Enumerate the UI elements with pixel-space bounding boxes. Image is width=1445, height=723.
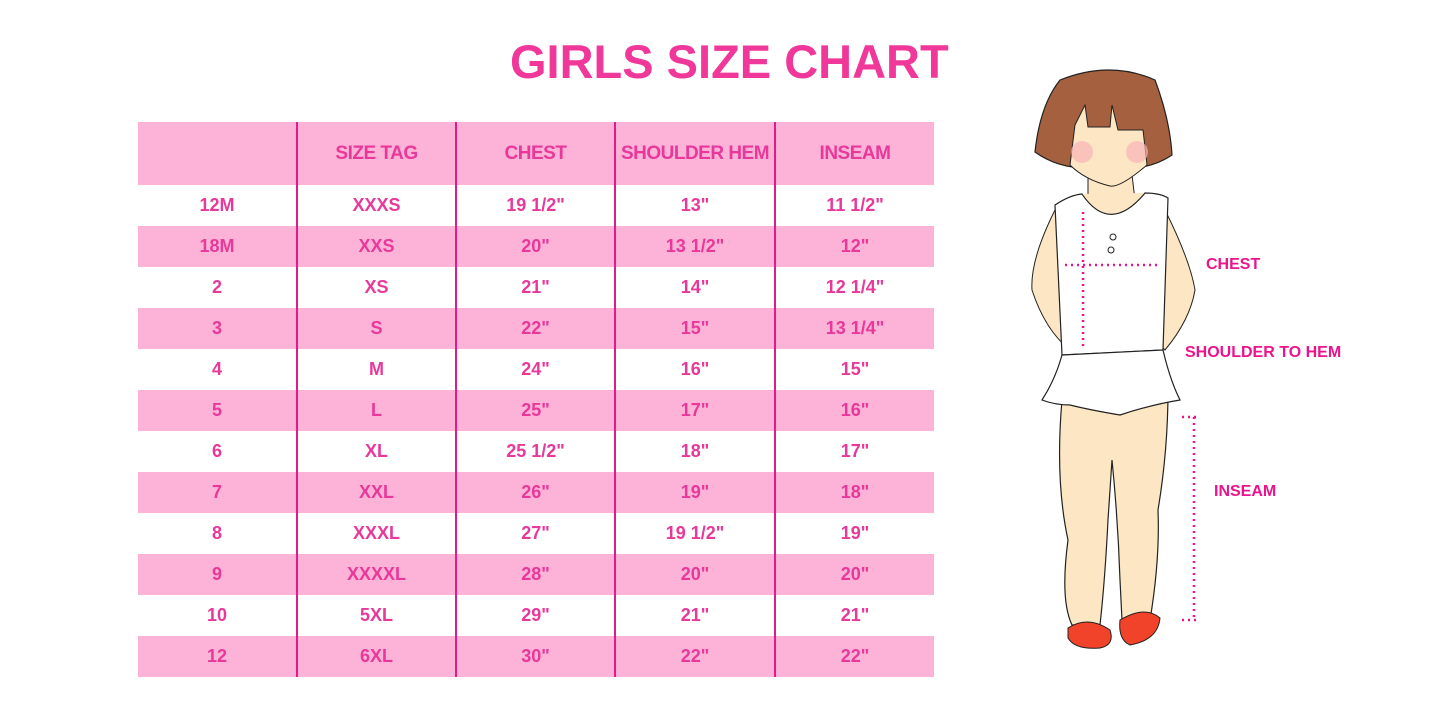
- table-cell: 22": [614, 636, 775, 677]
- table-row: 3 S 22" 15" 13 1/4": [138, 308, 934, 349]
- table-cell: 12 1/4": [774, 267, 934, 308]
- table-cell: 21": [774, 595, 934, 636]
- table-cell: 17": [614, 390, 775, 431]
- column-header: SIZE TAG: [296, 122, 456, 185]
- table-cell: 11 1/2": [774, 185, 934, 226]
- table-cell: 2: [211, 277, 222, 297]
- shoulder-to-hem-label: SHOULDER TO HEM: [1185, 344, 1342, 361]
- face: [1069, 103, 1148, 187]
- column-header: INSEAM: [774, 122, 934, 185]
- table-cell: 16": [774, 390, 934, 431]
- table-row: 6 XL 25 1/2" 18" 17": [138, 431, 934, 472]
- girl-measurement-illustration: [1031, 69, 1200, 649]
- table-cell: 13 1/4": [774, 308, 934, 349]
- table-row: 9 XXXXL 28" 20" 20": [138, 554, 934, 595]
- column-header: CHEST: [455, 122, 615, 185]
- table-cell: 5XL: [296, 595, 456, 636]
- table-cell: 12: [138, 636, 297, 677]
- table-cell: XXL: [296, 472, 456, 513]
- column-header: SHOULDER HEM: [614, 122, 775, 185]
- table-row: 8 XXXL 27" 19 1/2" 19": [138, 513, 934, 554]
- table-cell: 10: [206, 605, 228, 625]
- left-shoe: [1067, 621, 1112, 649]
- chest-label: CHEST: [1206, 256, 1261, 273]
- table-row: 10 5XL 29" 21" 21": [138, 595, 934, 636]
- table-cell: XL: [296, 431, 456, 472]
- legs: [1058, 389, 1169, 626]
- table-cell: 27": [455, 513, 615, 554]
- table-cell: 17": [774, 431, 934, 472]
- table-cell: 25 1/2": [455, 431, 615, 472]
- right-shoe: [1119, 611, 1161, 646]
- table-row: 12M XXXS 19 1/2" 13" 11 1/2": [138, 185, 934, 226]
- table-row: 18M XXS 20" 13 1/2" 12": [138, 226, 934, 267]
- table-cell: 19 1/2": [614, 513, 775, 554]
- table-cell: XS: [296, 267, 456, 308]
- table-row: 12 6XL 30" 22" 22": [138, 636, 934, 677]
- table-cell: 24": [455, 349, 615, 390]
- skirt: [1041, 349, 1181, 416]
- column-header: [138, 122, 297, 185]
- table-cell: 21": [614, 595, 775, 636]
- table-cell: 4: [211, 359, 222, 379]
- top: [1054, 192, 1169, 356]
- table-cell: 13 1/2": [614, 226, 775, 267]
- table-cell: 25": [455, 390, 615, 431]
- table-row: 2 XS 21" 14" 12 1/4": [138, 267, 934, 308]
- table-cell: 15": [774, 349, 934, 390]
- table-cell: XXXL: [296, 513, 456, 554]
- table-row: 5 L 25" 17" 16": [138, 390, 934, 431]
- table-cell: 20": [614, 554, 775, 595]
- page-title: GIRLS SIZE CHART: [510, 35, 949, 88]
- table-cell: M: [296, 349, 456, 390]
- table-cell: 19": [774, 513, 934, 554]
- table-cell: 14": [614, 267, 775, 308]
- table-cell: 12": [774, 226, 934, 267]
- table-cell: 12M: [199, 195, 235, 215]
- table-cell: 30": [455, 636, 615, 677]
- table-cell: 15": [614, 308, 775, 349]
- table-row: 4 M 24" 16" 15": [138, 349, 934, 390]
- inseam-label: INSEAM: [1214, 483, 1277, 500]
- table-cell: 5: [138, 390, 297, 431]
- table-cell: XXXS: [296, 185, 456, 226]
- size-table: SIZE TAG CHEST SHOULDER HEM INSEAM 12M XXXS 1…: [138, 122, 934, 677]
- table-cell: 29": [455, 595, 615, 636]
- table-cell: 20": [455, 226, 615, 267]
- table-cell: 6: [211, 441, 222, 461]
- table-cell: 22": [774, 636, 934, 677]
- table-cell: 18": [614, 431, 775, 472]
- table-cell: L: [296, 390, 456, 431]
- table-cell: 22": [455, 308, 615, 349]
- table-cell: S: [296, 308, 456, 349]
- table-cell: 13": [614, 185, 775, 226]
- table-cell: 16": [614, 349, 775, 390]
- table-cell: 26": [455, 472, 615, 513]
- table-cell: 28": [455, 554, 615, 595]
- table-cell: 18M: [138, 226, 297, 267]
- table-cell: 19 1/2": [455, 185, 615, 226]
- table-cell: 3: [138, 308, 297, 349]
- table-row: 7 XXL 26" 19" 18": [138, 472, 934, 513]
- table-cell: 9: [138, 554, 297, 595]
- table-cell: 21": [455, 267, 615, 308]
- table-cell: 8: [211, 523, 222, 543]
- table-cell: XXS: [296, 226, 456, 267]
- table-cell: 7: [138, 472, 297, 513]
- table-cell: 6XL: [296, 636, 456, 677]
- table-cell: 18": [774, 472, 934, 513]
- table-cell: 20": [774, 554, 934, 595]
- table-cell: XXXXL: [296, 554, 456, 595]
- table-header-row: SIZE TAG CHEST SHOULDER HEM INSEAM: [138, 122, 934, 185]
- table-cell: 19": [614, 472, 775, 513]
